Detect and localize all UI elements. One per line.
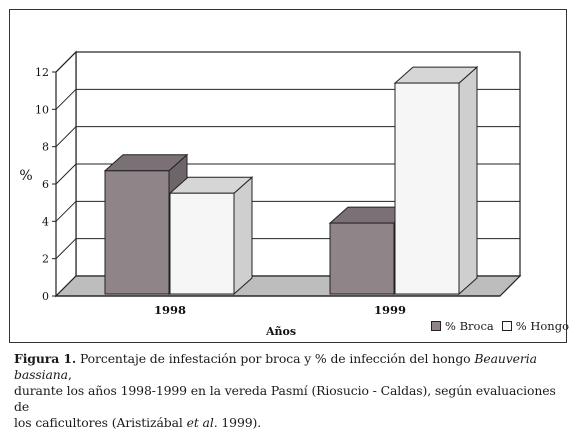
legend-label-hongo: % Hongo <box>515 319 569 333</box>
caption-species: Beauveria bassiana <box>14 351 537 382</box>
gridline-side <box>55 200 77 222</box>
figure-caption: Figura 1. Porcentaje de infestación por … <box>14 351 570 431</box>
x-axis-label: Años <box>265 325 296 338</box>
caption-et-al: et al. <box>186 415 218 430</box>
x-tick-label: 1999 <box>374 303 406 317</box>
bar-hongo-1998 <box>169 192 235 295</box>
caption-line3-end: 1999). <box>221 415 262 430</box>
caption-line1-end: , <box>67 367 72 382</box>
gridline-side <box>55 126 77 148</box>
chart: 0 2 4 6 8 10 12% 1998 1999 Años <box>19 50 522 338</box>
y-tick-label: 12 <box>35 66 49 79</box>
legend-swatch-broca <box>431 321 441 331</box>
legend-swatch-hongo <box>501 321 512 331</box>
legend-label-broca: % Broca <box>445 319 494 333</box>
y-tick-label: 4 <box>42 215 49 228</box>
bar-broca-1998 <box>104 170 170 295</box>
bar-hongo-1998-side <box>233 176 253 296</box>
caption-line3: los caficultores (Aristizábal <box>14 415 183 430</box>
y-tick-label: 10 <box>35 103 49 116</box>
y-tick-label: 2 <box>42 253 49 266</box>
gridline-side <box>55 51 77 73</box>
bar-broca-1999 <box>329 222 395 295</box>
bar-hongo-1999 <box>394 82 460 295</box>
caption-line2: durante los años 1998-1999 en la vereda … <box>14 383 556 414</box>
legend: % Broca % Hongo <box>431 319 573 333</box>
caption-label: Figura 1. <box>14 351 77 366</box>
x-tick-label: 1998 <box>154 303 186 317</box>
bar-hongo-1999-side <box>458 65 478 296</box>
caption-line1: Porcentaje de infestación por broca y % … <box>79 351 471 366</box>
gridline-side <box>55 163 77 185</box>
gridline-side <box>55 238 77 260</box>
y-tick-label: 8 <box>42 141 49 154</box>
gridline-side <box>55 88 77 110</box>
y-tick-label: 0 <box>42 290 49 303</box>
y-axis-label: % <box>19 168 32 184</box>
y-tick-label: 6 <box>42 178 49 191</box>
